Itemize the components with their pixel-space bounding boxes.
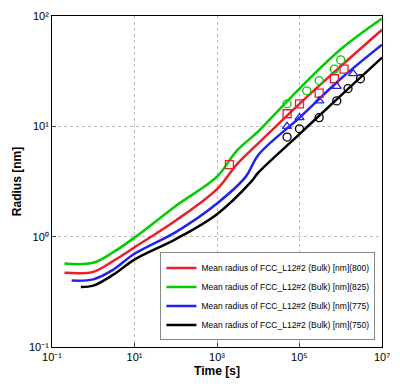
svg-text:Mean radius of FCC_L12#2 (Bulk: Mean radius of FCC_L12#2 (Bulk) [nm](825… — [201, 282, 369, 292]
svg-text:10⁻¹: 10⁻¹ — [29, 341, 49, 353]
svg-text:Time [s]: Time [s] — [194, 364, 240, 378]
svg-text:10¹: 10¹ — [127, 351, 143, 363]
svg-text:10²: 10² — [33, 10, 49, 22]
svg-text:Radius [nm]: Radius [nm] — [10, 147, 24, 216]
svg-text:10³: 10³ — [209, 351, 225, 363]
svg-text:10⁻¹: 10⁻¹ — [42, 351, 62, 363]
svg-text:Mean radius of FCC_L12#2 (Bulk: Mean radius of FCC_L12#2 (Bulk) [nm](775… — [201, 301, 369, 311]
svg-text:Mean radius of FCC_L12#2 (Bulk: Mean radius of FCC_L12#2 (Bulk) [nm](750… — [201, 320, 369, 330]
svg-text:10¹: 10¹ — [33, 120, 49, 132]
svg-text:Mean radius of FCC_L12#2 (Bulk: Mean radius of FCC_L12#2 (Bulk) [nm](800… — [201, 263, 369, 273]
svg-text:10⁰: 10⁰ — [33, 231, 49, 243]
svg-text:10⁵: 10⁵ — [291, 351, 308, 363]
svg-text:10⁷: 10⁷ — [374, 351, 390, 363]
